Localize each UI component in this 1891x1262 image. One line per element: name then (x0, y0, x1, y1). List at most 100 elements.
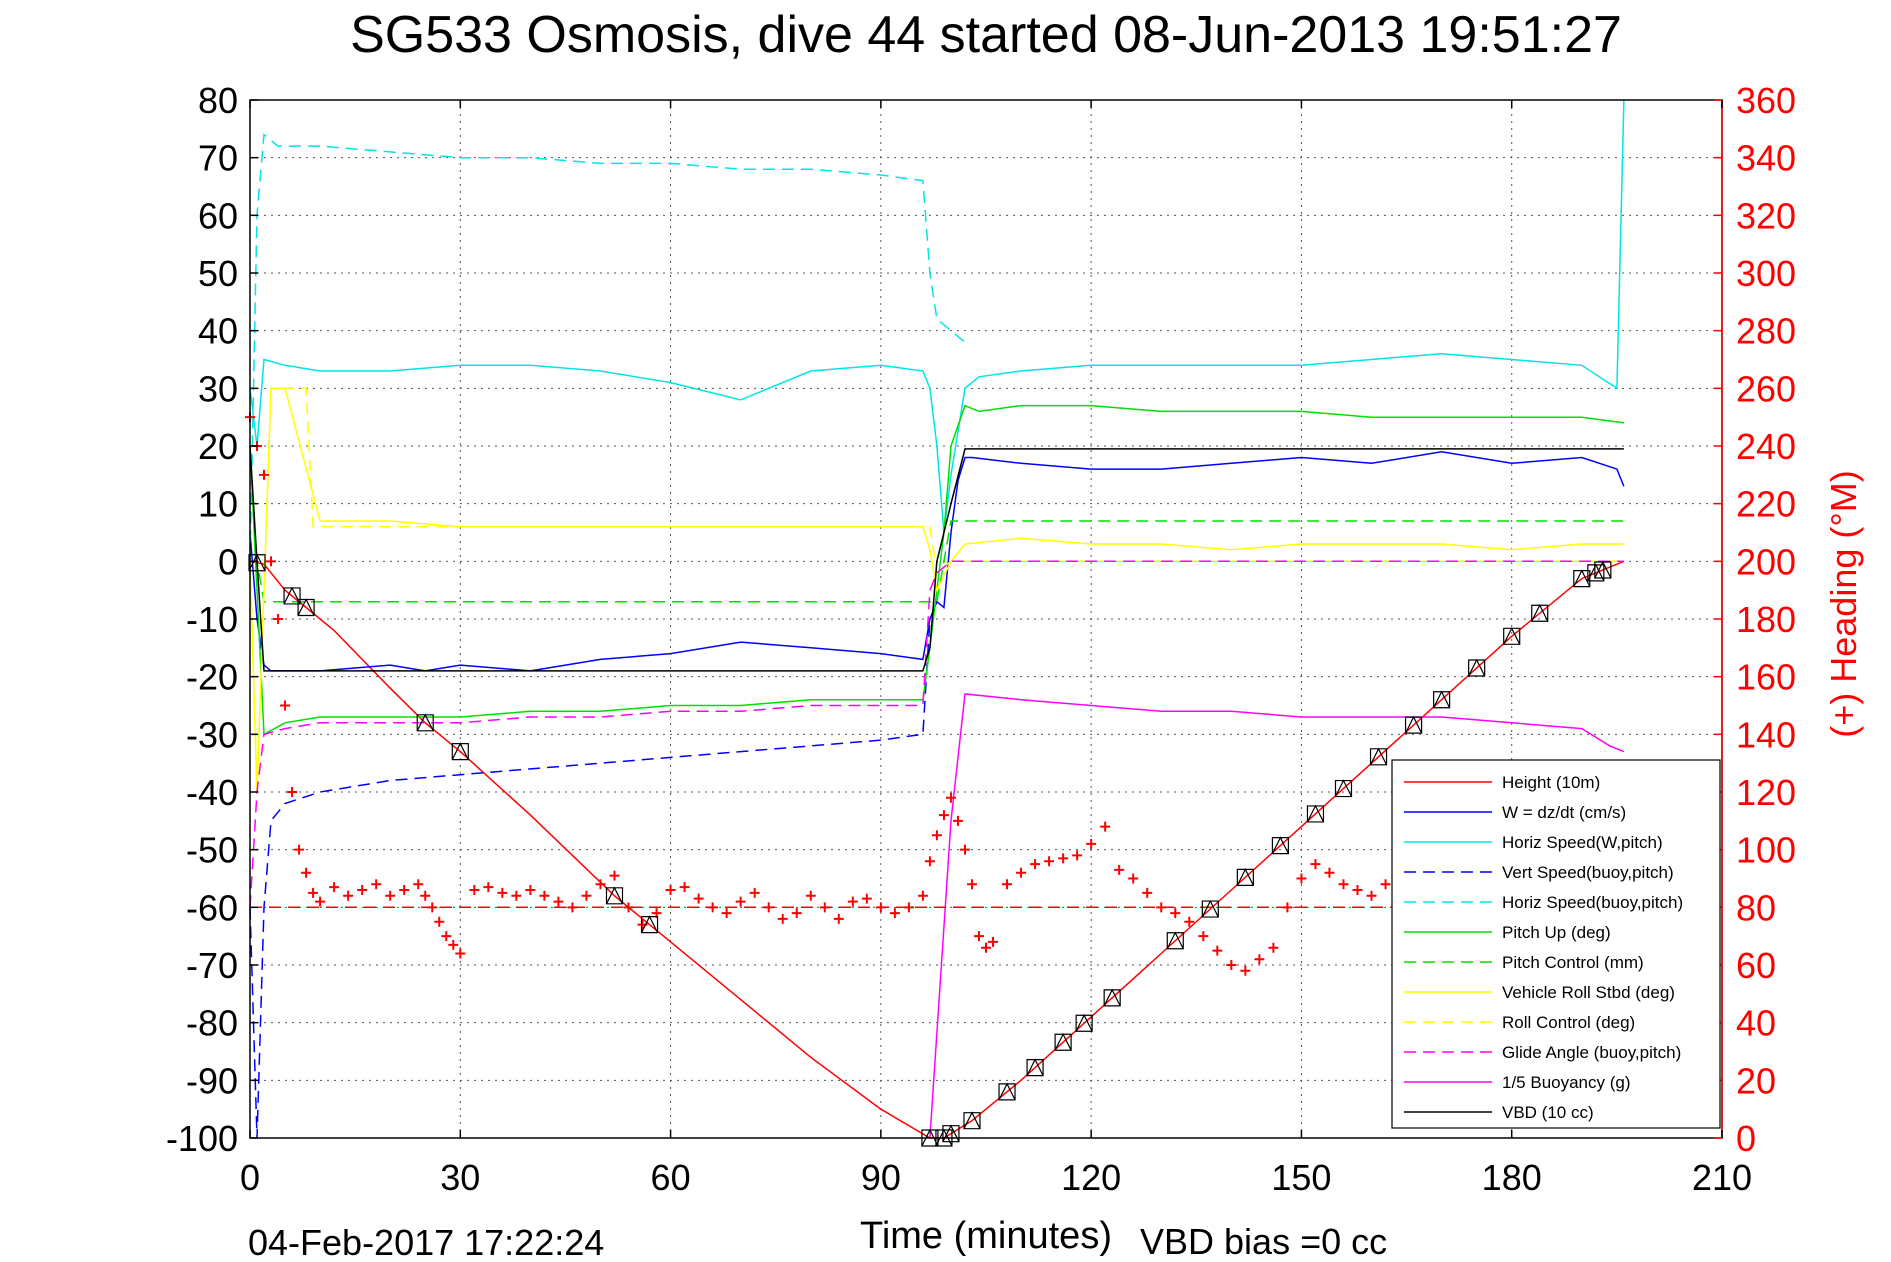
y-tick-label: -40 (186, 772, 238, 813)
heading-point (833, 913, 844, 924)
heading-point (329, 882, 340, 893)
y-tick-label: 40 (198, 311, 238, 352)
right-tick-label: 100 (1736, 830, 1796, 871)
heading-point (917, 890, 928, 901)
right-tick-label: 220 (1736, 484, 1796, 525)
heading-point (721, 908, 732, 919)
heading-point (1198, 931, 1209, 942)
right-tick-label: 0 (1736, 1118, 1756, 1159)
legend-label: Horiz Speed(buoy,pitch) (1502, 893, 1683, 912)
y-tick-label: 80 (198, 80, 238, 121)
heading-point (259, 469, 270, 480)
height-marker (942, 1124, 960, 1143)
heading-point (266, 556, 277, 567)
right-tick-label: 240 (1736, 426, 1796, 467)
vbd-bias-footer: VBD bias =0 cc (1140, 1221, 1387, 1262)
height-marker (1369, 747, 1388, 766)
y-tick-label: 60 (198, 195, 238, 236)
x-tick-label: 30 (440, 1157, 480, 1198)
heading-point (371, 879, 382, 890)
height-markers (248, 553, 1612, 1147)
right-tick-label: 120 (1736, 772, 1796, 813)
heading-point (469, 885, 480, 896)
heading-point (1016, 867, 1027, 878)
y-tick-label: -20 (186, 657, 238, 698)
series-line (249, 99, 1625, 533)
y-tick-label: -10 (186, 599, 238, 640)
heading-point (665, 885, 676, 896)
right-tick-label: 280 (1736, 311, 1796, 352)
heading-point (1254, 954, 1265, 965)
heading-point (455, 948, 466, 959)
heading-point (1212, 945, 1223, 956)
heading-point (847, 896, 858, 907)
height-marker (1404, 715, 1423, 734)
x-tick-label: 120 (1061, 1157, 1121, 1198)
heading-point (301, 867, 312, 878)
heading-point (1352, 885, 1363, 896)
heading-point (777, 913, 788, 924)
heading-point (315, 896, 326, 907)
heading-point (357, 885, 368, 896)
height-marker (1531, 603, 1549, 622)
height-marker (1573, 569, 1591, 588)
right-tick-label: 140 (1736, 714, 1796, 755)
heading-point (1058, 853, 1069, 864)
legend-label: Roll Control (deg) (1502, 1013, 1635, 1032)
heading-point (1030, 859, 1041, 870)
heading-point (693, 893, 704, 904)
heading-point (1184, 916, 1195, 927)
heading-point (343, 890, 354, 901)
heading-point (966, 879, 977, 890)
legend-label: Vert Speed(buoy,pitch) (1502, 863, 1674, 882)
y-tick-label: 30 (198, 368, 238, 409)
heading-point (1310, 859, 1321, 870)
legend-label: W = dz/dt (cm/s) (1502, 803, 1626, 822)
legend-label: Pitch Up (deg) (1502, 923, 1611, 942)
series-line (249, 404, 1625, 736)
heading-point (1128, 873, 1139, 884)
heading-point (448, 939, 459, 950)
y-tick-label: 0 (218, 541, 238, 582)
heading-point (511, 890, 522, 901)
right-tick-label: 80 (1736, 887, 1776, 928)
right-tick-label: 320 (1736, 195, 1796, 236)
x-tick-label: 210 (1692, 1157, 1752, 1198)
heading-point (308, 887, 319, 898)
heading-point (413, 879, 424, 890)
legend-label: Vehicle Roll Stbd (deg) (1502, 983, 1675, 1002)
y-tick-label: -60 (186, 887, 238, 928)
y-tick-label: -80 (186, 1003, 238, 1044)
heading-point (1142, 887, 1153, 898)
heading-point (483, 882, 494, 893)
heading-point (959, 844, 970, 855)
height-marker (1594, 560, 1612, 579)
heading-point (988, 936, 999, 947)
height-marker (605, 886, 624, 905)
y-tick-label: 10 (198, 484, 238, 525)
heading-point (735, 896, 746, 907)
series-line (249, 387, 1624, 793)
right-tick-label: 260 (1736, 368, 1796, 409)
series-line (249, 618, 931, 1139)
y-tick-label: 50 (198, 253, 238, 294)
heading-point (938, 810, 949, 821)
heading-point (981, 942, 991, 953)
height-marker (248, 553, 266, 572)
chart-title: SG533 Osmosis, dive 44 started 08-Jun-20… (350, 6, 1622, 64)
heading-point (539, 890, 550, 901)
legend-label: Glide Angle (buoy,pitch) (1502, 1043, 1681, 1062)
heading-point (924, 856, 935, 867)
y-tick-label: 20 (198, 426, 238, 467)
heading-point (1170, 908, 1181, 919)
heading-point (273, 614, 284, 624)
right-tick-label: 360 (1736, 80, 1796, 121)
height-marker (1166, 931, 1184, 950)
height-marker (297, 598, 315, 617)
heading-point (287, 787, 298, 797)
height-marker (1026, 1058, 1044, 1077)
right-tick-label: 340 (1736, 138, 1796, 179)
height-marker (640, 915, 659, 934)
right-tick-label: 200 (1736, 541, 1796, 582)
